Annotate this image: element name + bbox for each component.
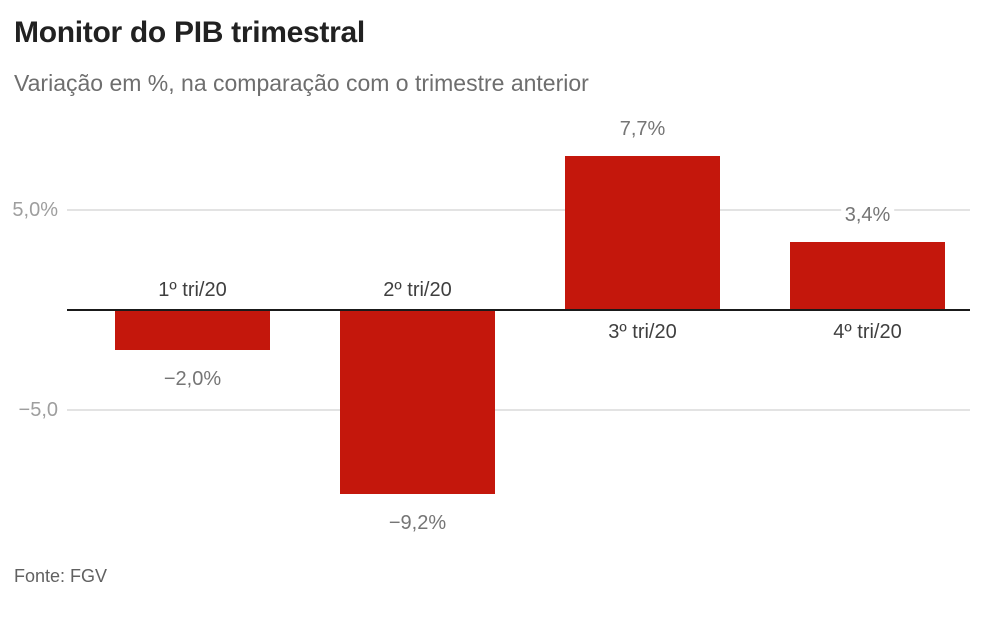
bar-category-label: 4º tri/20 xyxy=(833,321,902,343)
bar-category-label: 1º tri/20 xyxy=(158,279,227,301)
bar-value-label: 3,4% xyxy=(840,203,895,227)
zero-axis-line xyxy=(67,309,970,311)
bar-category-label: 2º tri/20 xyxy=(383,279,452,301)
gridline-plus5 xyxy=(67,209,970,211)
chart-title: Monitor do PIB trimestral xyxy=(14,16,365,49)
source-note: Fonte: FGV xyxy=(14,566,108,586)
y-axis-tick-label: 5,0% xyxy=(12,199,58,221)
bar-1 xyxy=(115,310,270,350)
y-axis-tick-label: −5,0 xyxy=(18,399,58,421)
gridline-minus5 xyxy=(67,409,970,411)
bar-value-label: −2,0% xyxy=(159,367,226,391)
bar-value-label: −9,2% xyxy=(384,511,451,535)
bar-value-label: 7,7% xyxy=(615,117,670,141)
bar-4 xyxy=(790,242,945,310)
chart-subtitle: Variação em %, na comparação com o trime… xyxy=(14,70,589,96)
bar-2 xyxy=(340,310,495,494)
bar-category-label: 3º tri/20 xyxy=(608,321,677,343)
bar-3 xyxy=(565,156,720,310)
